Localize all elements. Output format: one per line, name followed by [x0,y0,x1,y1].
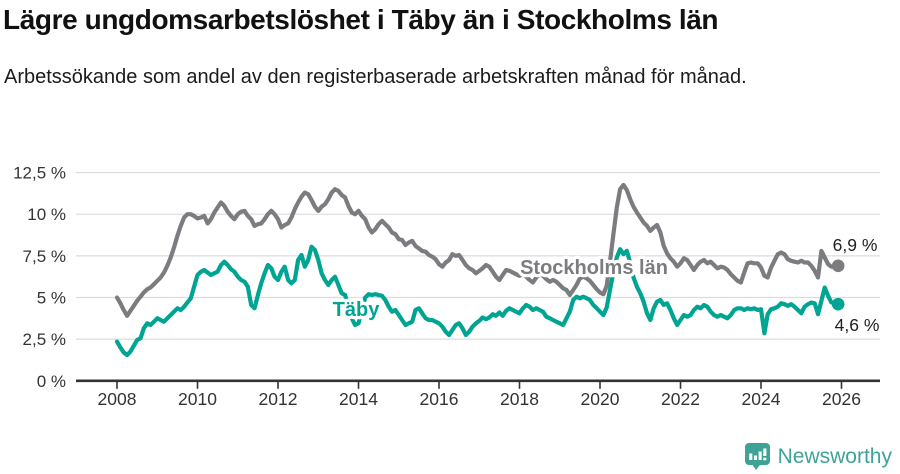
x-tick-label: 2018 [500,389,539,409]
y-tick-label: 10 % [27,205,66,224]
y-tick-label: 7,5 % [23,247,66,266]
end-value-label: 4,6 % [835,315,880,335]
brand-footer[interactable]: Newsworthy [744,442,892,471]
series-label: Täby [333,299,381,321]
x-tick-label: 2022 [661,389,700,409]
y-tick-label: 2,5 % [23,330,66,349]
newsworthy-logo-icon [744,443,770,470]
y-tick-label: 5 % [37,289,66,308]
x-tick-label: 2020 [581,389,620,409]
series-label: Stockholms län [520,257,668,279]
x-tick-label: 2012 [259,389,298,409]
line-t-by [114,244,841,358]
page-title: Lägre ungdomsarbetslöshet i Täby än i St… [3,4,719,35]
x-tick-label: 2008 [98,389,137,409]
end-dot [831,259,845,273]
x-tick-label: 2010 [178,389,217,409]
end-dot [831,297,845,311]
x-tick-label: 2026 [822,389,861,409]
x-tick-label: 2024 [742,389,781,409]
chart-subtitle: Arbetssökande som andel av den registerb… [4,66,747,88]
line-chart: 0 % 2,5 % 5 % 7,5 % 10 % 12,5 % 2008 2010 2012 20… [0,150,900,420]
line-stockholms-l-n [114,182,841,318]
chart-canvas: 0 % 2,5 % 5 % 7,5 % 10 % 12,5 % 2008 2010 2012 20… [13,164,880,409]
brand-name: Newsworthy [777,444,892,468]
y-tick-label: 0 % [37,372,66,391]
y-tick-label: 12,5 % [13,164,66,183]
end-value-label: 6,9 % [833,235,878,255]
x-tick-label: 2016 [420,389,459,409]
x-tick-label: 2014 [339,389,378,409]
